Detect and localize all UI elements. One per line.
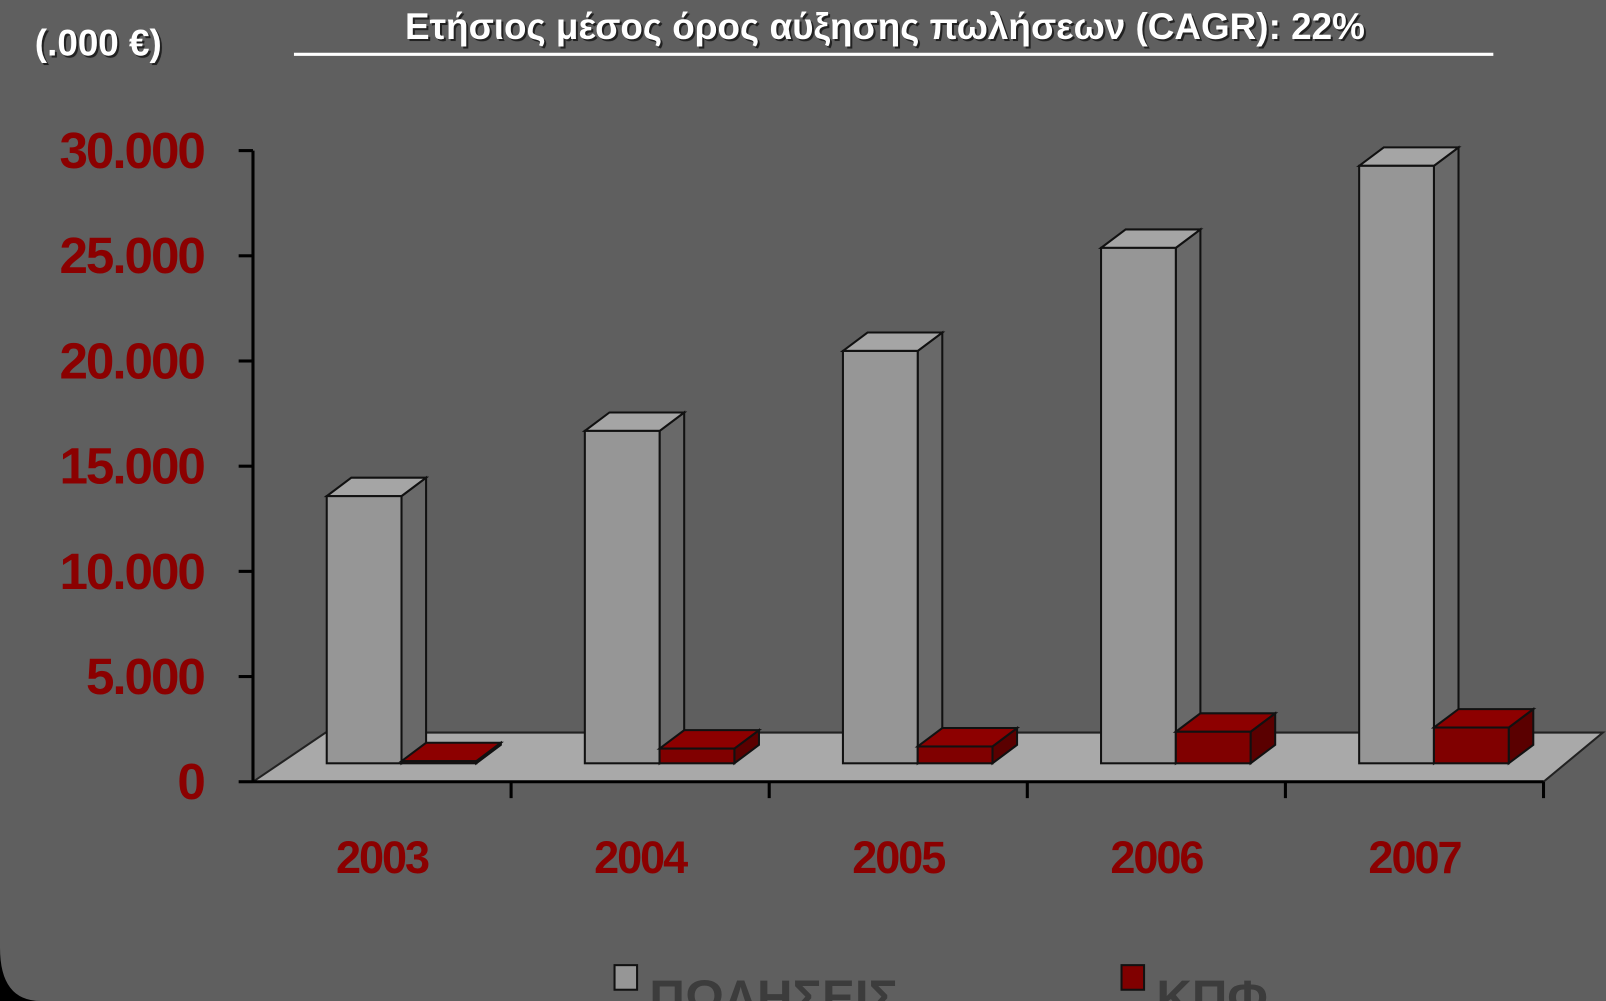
legend-label: ΠΩΛΗΣΕΙΣ	[649, 970, 898, 1001]
x-tick-label: 2004	[594, 832, 688, 883]
bar	[658, 747, 736, 765]
y-tick-label: 15.000	[60, 438, 205, 495]
plot: 0 5.000 10.000 15.000 20.000 25.000 30.000 2003…	[60, 122, 1606, 1001]
bar-side	[1174, 227, 1202, 766]
bar-side	[658, 410, 686, 766]
chart-title: Ετήσιος μέσος όρος αύξησης πωλήσεων (CAG…	[405, 6, 1365, 47]
y-axis-label: (.000 €)	[35, 22, 162, 63]
bar	[325, 495, 403, 765]
bar	[583, 429, 661, 765]
bar-side	[916, 330, 944, 766]
bar-side	[1432, 145, 1460, 766]
legend-swatch	[613, 964, 639, 991]
x-tick-label: 2007	[1368, 832, 1461, 883]
bar	[400, 760, 478, 765]
y-tick-label: 0	[177, 753, 204, 810]
x-tick-label: 2003	[336, 832, 429, 883]
bar	[841, 349, 919, 765]
legend-swatch	[1120, 964, 1146, 991]
bar	[1358, 164, 1435, 765]
y-tick-label: 20.000	[60, 332, 205, 389]
bar-side	[400, 475, 428, 766]
x-tick-label: 2006	[1110, 832, 1203, 883]
bar	[1100, 246, 1177, 765]
y-tick-label: 30.000	[60, 122, 205, 179]
x-tick-label: 2005	[852, 832, 945, 883]
y-tick-label: 5.000	[86, 648, 204, 705]
bar	[1174, 730, 1252, 765]
y-tick-label: 25.000	[60, 227, 205, 284]
bar	[916, 745, 994, 765]
legend-label: ΚΠΦ	[1156, 970, 1267, 1001]
y-tick-label: 10.000	[60, 543, 205, 600]
corner	[0, 947, 41, 1001]
bar	[1432, 726, 1510, 765]
